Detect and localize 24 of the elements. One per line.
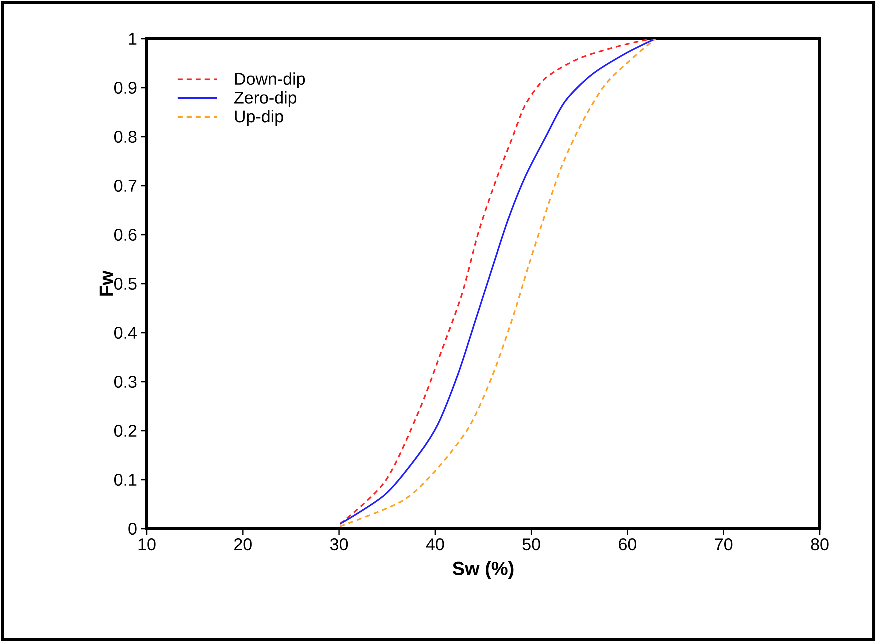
y-tick-label: 1 [129, 33, 137, 45]
x-tick-label: 40 [426, 538, 444, 551]
x-axis-title: Sw (%) [452, 561, 514, 580]
y-tick-label: 0.9 [114, 82, 137, 94]
legend-label: Up-dip [235, 110, 284, 126]
y-tick-label: 0.1 [114, 474, 137, 486]
y-tick-label: 0.3 [114, 376, 137, 388]
x-tick-label: 50 [522, 538, 540, 551]
x-tick-label: 30 [330, 538, 348, 551]
y-axis-title: Fw [100, 270, 113, 296]
y-tick-label: 0.2 [114, 424, 137, 438]
y-tick-label: 0 [128, 522, 137, 536]
x-tick-label: 80 [811, 538, 829, 551]
x-tick-label: 20 [234, 538, 252, 551]
legend-label: Down-dip [235, 72, 306, 88]
x-tick-label: 70 [715, 538, 733, 551]
y-tick-label: 0.7 [114, 180, 137, 192]
legend-label: Zero-dip [234, 91, 297, 108]
y-tick-label: 0.4 [114, 326, 137, 340]
y-tick-label: 0.6 [114, 228, 137, 242]
y-tick-label: 0.5 [114, 278, 137, 290]
y-tick-label: 0.8 [114, 130, 137, 144]
x-tick-label: 60 [619, 538, 637, 551]
x-tick-label: 10 [138, 538, 156, 551]
